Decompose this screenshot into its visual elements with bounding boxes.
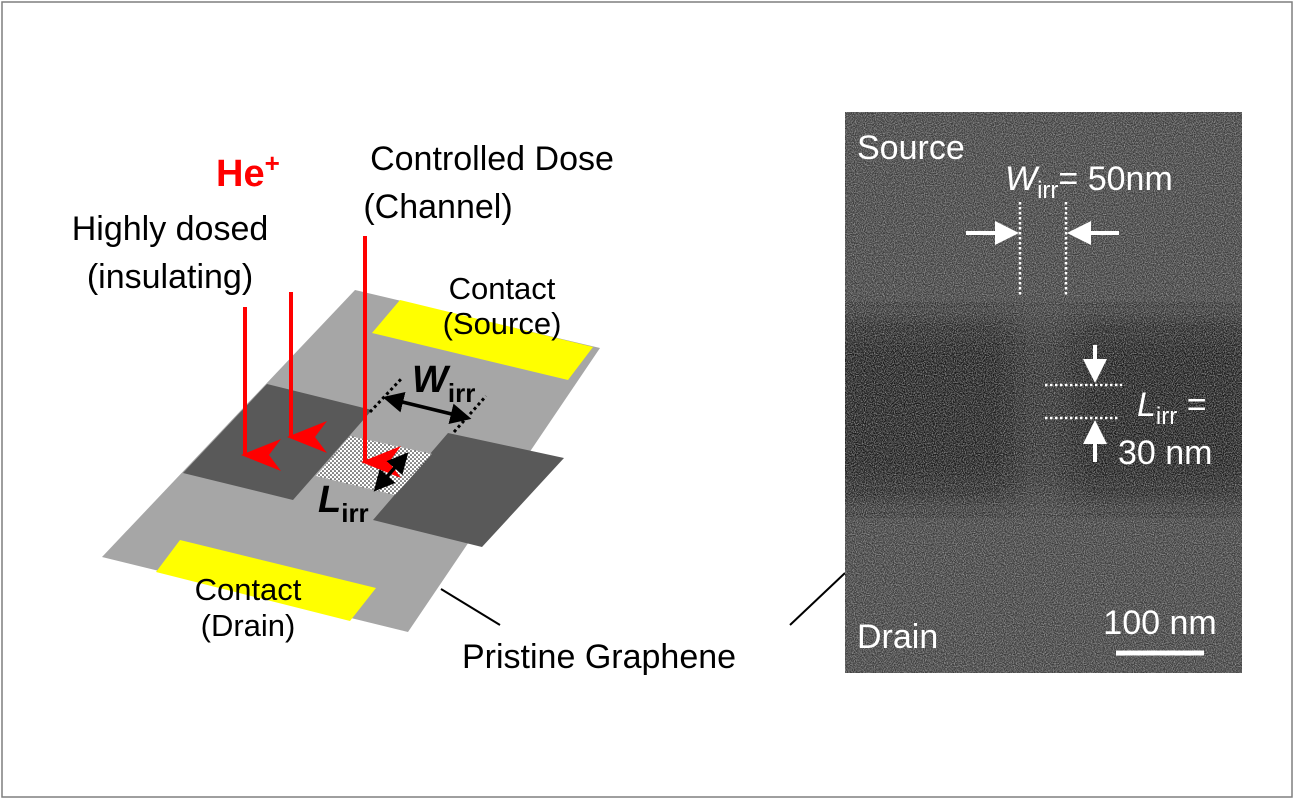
- l-arrow: [373, 452, 409, 492]
- channel-label: (Channel): [363, 188, 512, 226]
- l-value-label: Lirr =: [1137, 386, 1207, 430]
- micrograph-drain-label: Drain: [857, 618, 938, 656]
- ion-label: He+: [216, 148, 280, 195]
- drain-contact-label: Contact: [195, 572, 302, 607]
- source-contact-label: Contact: [449, 271, 556, 306]
- source-contact: [372, 300, 593, 380]
- w-label: Wirr: [412, 359, 475, 408]
- drain-contact-sublabel: (Drain): [201, 608, 296, 643]
- drain-contact: [156, 540, 376, 621]
- pristine-leader-line: [789, 572, 846, 626]
- source-contact-sublabel: (Source): [443, 306, 562, 341]
- w-dimension-line: [368, 376, 404, 414]
- pristine-graphene-label: Pristine Graphene: [462, 638, 736, 676]
- w-value-label: Wirr= 50nm: [1005, 160, 1173, 204]
- l-label: Lirr: [318, 479, 369, 528]
- pristine-leader-line: [440, 588, 501, 626]
- l-value-number: 30 nm: [1118, 434, 1213, 472]
- highly-dosed-label: Highly dosed: [72, 210, 269, 248]
- insulating-region-right: [373, 433, 564, 547]
- controlled-dose-label: Controlled Dose: [370, 140, 614, 178]
- device-schematic: He+ Highly dosed (insulating) Controlled…: [72, 140, 846, 676]
- insulating-label: (insulating): [87, 258, 253, 296]
- w-arrow: [382, 391, 472, 425]
- scale-bar-label: 100 nm: [1103, 604, 1216, 642]
- micrograph: Source Drain Wirr= 50nm Lirr = 30 nm 100…: [845, 112, 1242, 673]
- micrograph-noise: [845, 112, 1242, 673]
- micrograph-source-label: Source: [857, 129, 965, 167]
